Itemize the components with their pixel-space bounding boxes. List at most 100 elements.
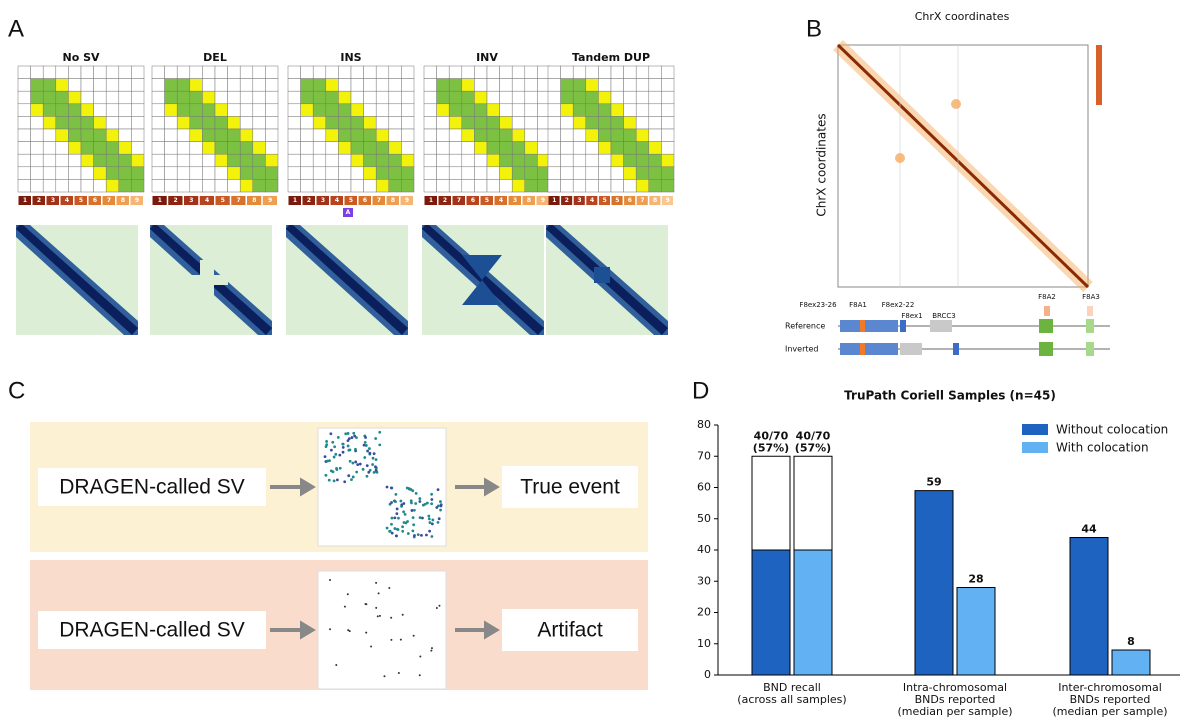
matrix-cell <box>547 78 561 92</box>
hic-diag <box>836 43 1090 289</box>
matrix-cell <box>300 90 314 105</box>
matrix-cell <box>55 90 69 105</box>
plot-dot <box>343 480 347 484</box>
matrix-cell <box>252 141 266 155</box>
plot-dot <box>364 436 367 439</box>
x-tick-label: BNDs reported <box>1070 693 1151 706</box>
hic-blob <box>895 153 905 163</box>
plot-dot <box>418 497 422 500</box>
matrix-cell <box>388 78 402 92</box>
matrix-cell <box>287 65 301 79</box>
matrix-cell <box>105 166 120 180</box>
matrix-cell <box>17 179 31 193</box>
matrix-cell <box>363 153 377 168</box>
matrix-cell <box>227 116 241 130</box>
matrix-cell <box>17 153 31 168</box>
matrix-cell <box>401 65 415 79</box>
matrix-cell <box>17 103 31 117</box>
segment-label: 8 <box>252 197 256 204</box>
plot-dot <box>366 449 369 453</box>
matrix-cell <box>560 179 574 193</box>
plot-dot <box>378 614 381 617</box>
plot-dot <box>430 522 434 526</box>
segment-label: 1 <box>158 197 162 204</box>
gene-block <box>1086 342 1094 356</box>
matrix-cell <box>486 103 500 117</box>
matrix-cell <box>164 78 178 92</box>
matrix-cell <box>312 78 327 92</box>
matrix-cell <box>252 103 266 117</box>
matrix-cell <box>93 166 107 180</box>
matrix-cell <box>474 141 488 155</box>
matrix-cell <box>388 166 402 180</box>
matrix-cell <box>227 166 241 180</box>
matrix-cell <box>214 65 228 79</box>
segment-box <box>548 196 560 205</box>
matrix-cell <box>448 141 463 155</box>
matrix-cell <box>42 116 57 130</box>
matrix-cell <box>131 78 145 92</box>
matrix-cell <box>375 90 390 105</box>
arrow <box>270 477 316 497</box>
matrix-cell <box>176 116 191 130</box>
matrix-cell <box>151 103 165 117</box>
matrix-cell <box>252 128 266 142</box>
matrix-cell <box>423 103 437 117</box>
plot-dot <box>431 518 435 522</box>
plot-dot <box>390 501 393 504</box>
plot-dot <box>410 501 413 505</box>
matrix-cell <box>448 65 463 79</box>
plot-dot <box>365 603 368 606</box>
segment-label: 6 <box>471 197 475 204</box>
matrix-cell <box>17 65 31 79</box>
segment-box <box>508 196 521 205</box>
matrix-cell <box>131 65 145 79</box>
del-gap <box>188 275 228 285</box>
plot-dot <box>430 649 433 652</box>
matrix-cell <box>17 141 31 155</box>
plot-dot <box>397 671 400 674</box>
matrix-cell <box>300 179 314 193</box>
panel-label: B <box>806 15 822 42</box>
segment-box <box>536 196 549 205</box>
plot-dot <box>372 470 376 474</box>
matrix-cell <box>572 166 587 180</box>
plot-dot <box>374 465 377 469</box>
matrix-cell <box>499 179 513 193</box>
matrix-cell <box>461 103 475 117</box>
x-tick-label: BNDs reported <box>915 693 996 706</box>
segment-label: 9 <box>268 197 272 204</box>
plot-dot <box>368 451 372 455</box>
plot-dot <box>338 466 342 470</box>
segment-label: 9 <box>541 197 545 204</box>
y-tick-label: 70 <box>697 449 711 462</box>
matrix-cell <box>42 65 57 79</box>
matrix-cell <box>401 78 415 92</box>
heatmap-diagonal <box>16 225 138 335</box>
hic-ylabel: ChrX coordinates <box>815 113 829 216</box>
matrix-cell <box>598 65 612 79</box>
plot-dot <box>325 440 328 443</box>
matrix-cell <box>474 153 488 168</box>
segment-box <box>184 196 199 205</box>
matrix-cell <box>388 103 402 117</box>
matrix-cell <box>474 78 488 92</box>
matrix-cell <box>68 103 82 117</box>
matrix-cell <box>648 141 662 155</box>
segment-box <box>624 196 636 205</box>
matrix-cell <box>118 78 132 92</box>
matrix-cell <box>610 153 624 168</box>
matrix-cell <box>623 153 637 168</box>
matrix-cell <box>661 166 675 180</box>
matrix-cell <box>93 116 107 130</box>
matrix-cell <box>585 179 599 193</box>
matrix-cell <box>189 128 203 142</box>
matrix-cell <box>287 128 301 142</box>
matrix-cell <box>325 141 339 155</box>
matrix-cell <box>17 90 31 105</box>
plot-dot <box>393 527 397 530</box>
gene-mark <box>1044 306 1050 316</box>
plot-dot <box>395 507 399 511</box>
plot-dot <box>365 631 368 634</box>
plot-dot <box>336 435 340 439</box>
